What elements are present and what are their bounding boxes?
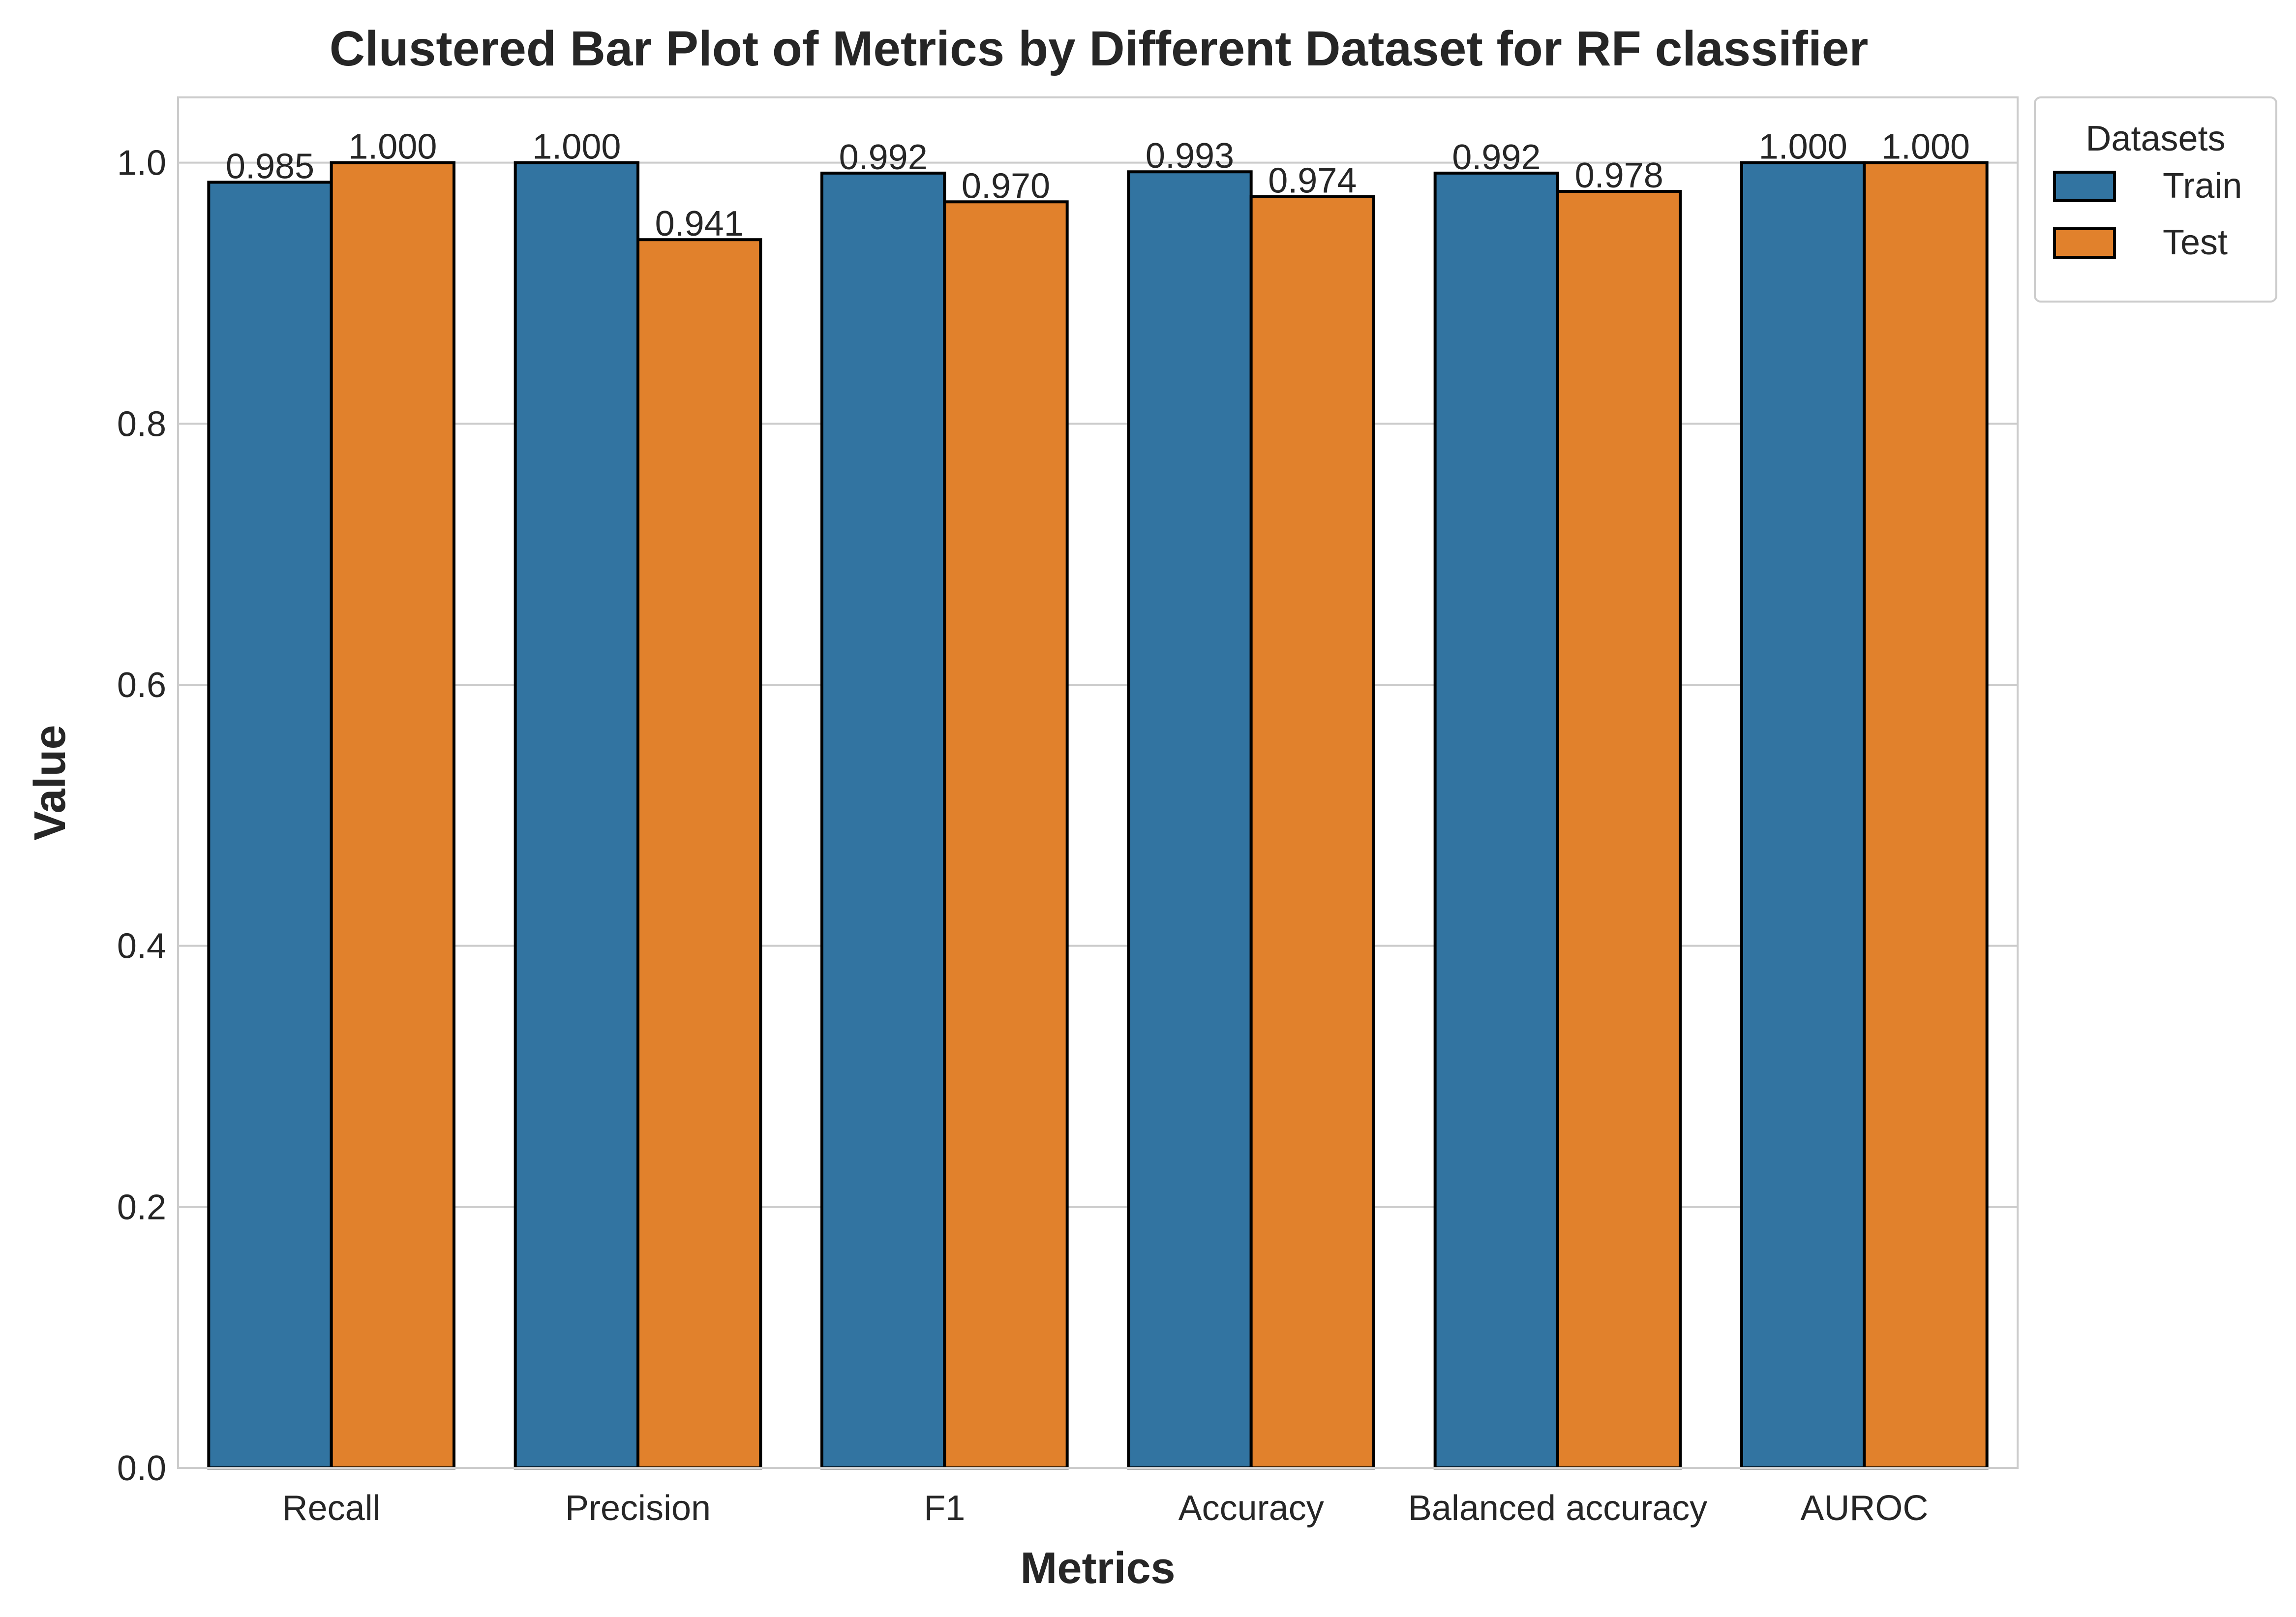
legend-title: Datasets: [2085, 119, 2225, 158]
data-label-group: 0.985 1.000 1.000 0.941 0.992 0.970 0.993 0.974…: [226, 127, 1970, 244]
data-label-train: 1.000: [1759, 127, 1847, 167]
bar-train-0: [207, 181, 333, 1470]
plot-area: 0.985 1.000 1.000 0.941 0.992 0.970 0.993 0.974…: [177, 96, 2019, 1470]
data-label-test: 1.000: [1881, 127, 1970, 167]
legend-items: Train Test: [2053, 166, 2242, 262]
x-tick-label: Accuracy: [1178, 1489, 1324, 1528]
y-tick-label: 0.0: [117, 1449, 166, 1488]
chart-title: Clustered Bar Plot of Metrics by Differe…: [330, 21, 1869, 76]
data-label-train: 0.993: [1146, 136, 1234, 176]
legend-swatch-train: [2053, 171, 2116, 202]
bar-train-3: [1127, 170, 1253, 1469]
y-tick-label: 0.8: [117, 404, 166, 444]
data-label-test: 0.970: [962, 166, 1050, 206]
bar-group: [207, 161, 1989, 1470]
bar-train-5: [1740, 161, 1866, 1469]
data-label-train: 0.985: [226, 147, 314, 186]
data-label-train: 1.000: [532, 127, 621, 167]
data-label-train: 0.992: [1452, 138, 1541, 177]
data-label-test: 1.000: [348, 127, 437, 167]
y-tick-label: 0.2: [117, 1188, 166, 1227]
y-tick-label: 1.0: [117, 144, 166, 183]
x-tick-label: F1: [924, 1489, 965, 1528]
bar-test-1: [636, 238, 762, 1469]
y-tick-label: 0.6: [117, 666, 166, 705]
x-tick-label: Precision: [565, 1489, 711, 1528]
legend-label-train: Train: [2163, 166, 2242, 206]
bar-train-2: [820, 171, 946, 1470]
data-label-test: 0.941: [655, 204, 744, 244]
x-tick-label: Balanced accuracy: [1408, 1489, 1707, 1528]
bar-test-3: [1249, 195, 1376, 1469]
x-tick-label: Recall: [282, 1489, 381, 1528]
legend: Datasets Train Test: [2034, 96, 2277, 303]
bar-test-0: [330, 161, 456, 1469]
bar-test-4: [1556, 190, 1682, 1469]
data-label-test: 0.974: [1268, 161, 1357, 201]
legend-swatch-test: [2053, 227, 2116, 259]
bar-test-2: [943, 200, 1069, 1470]
data-label-train: 0.992: [839, 138, 928, 177]
bar-train-4: [1433, 171, 1560, 1470]
data-label-test: 0.978: [1575, 156, 1663, 195]
bar-train-1: [514, 161, 639, 1469]
x-tick-label: AUROC: [1800, 1489, 1928, 1528]
y-axis-ticks: 0.0 0.2 0.4 0.6 0.8 1.0: [117, 144, 166, 1488]
bar-test-5: [1863, 161, 1989, 1469]
x-axis-label: Metrics: [1020, 1544, 1175, 1593]
y-tick-label: 0.4: [117, 927, 166, 966]
legend-label-test: Test: [2163, 223, 2228, 262]
x-axis-ticks: Recall Precision F1 Accuracy Balanced accura…: [282, 1489, 1929, 1528]
y-axis-label: Value: [26, 725, 75, 840]
plot-frame: [177, 96, 2019, 1469]
